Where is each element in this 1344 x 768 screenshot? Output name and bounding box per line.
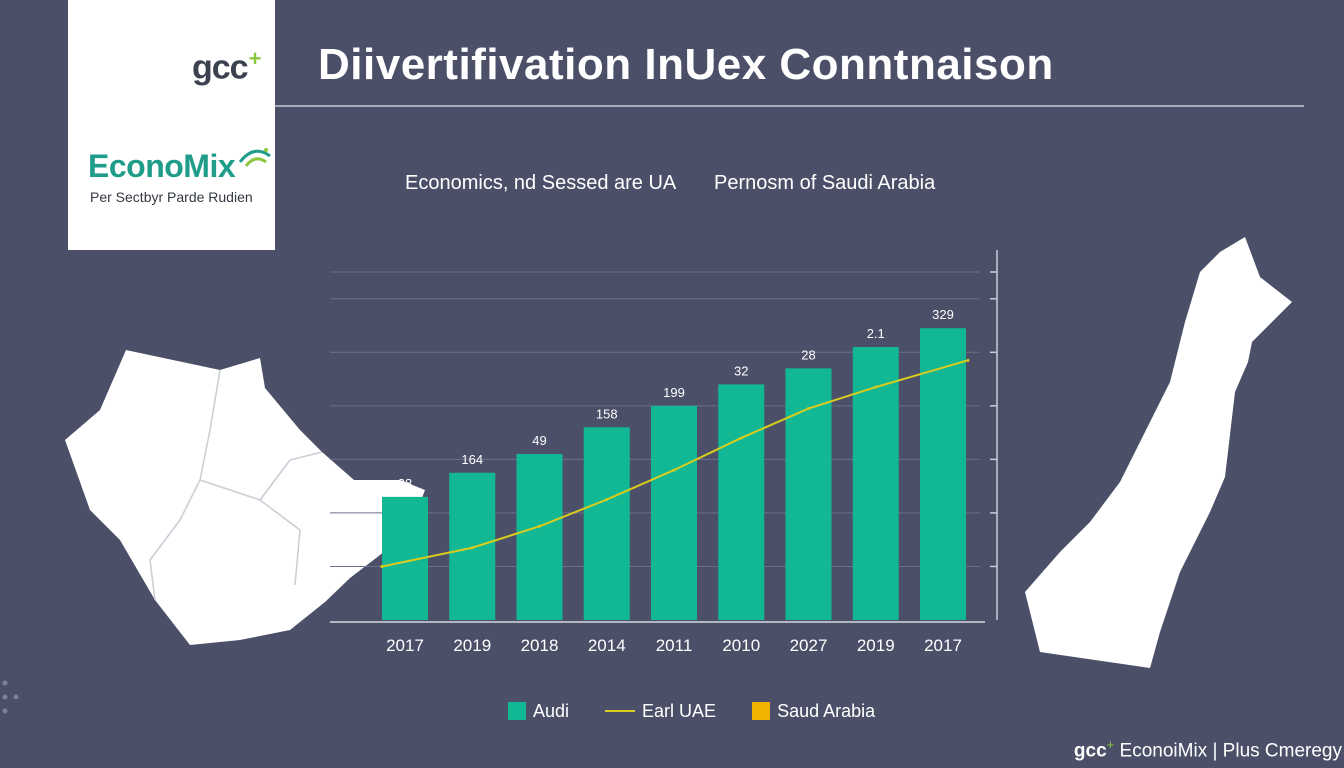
economix-tagline: Per Sectbyr Parde Rudien	[90, 189, 253, 205]
title-divider	[275, 105, 1304, 107]
bar	[718, 384, 765, 620]
line-point	[966, 358, 970, 362]
legend-label: Earl UAE	[642, 700, 717, 721]
x-tick-label: 2019	[453, 636, 491, 655]
x-tick-label: 2018	[521, 636, 559, 655]
legend-item: Saud Arabia	[752, 701, 875, 722]
x-tick-label: 2019	[857, 636, 895, 655]
x-tick-label: 2010	[722, 636, 760, 655]
footer-plus: +	[1106, 736, 1115, 752]
decorative-dots-icon	[2, 680, 19, 714]
legend-item: Earl UAE	[605, 701, 716, 722]
subtitle-left: Economics, nd Sessed are UA	[405, 172, 677, 194]
line-point	[605, 498, 609, 502]
legend-swatch	[605, 710, 636, 712]
x-tick-label: 2011	[656, 636, 693, 655]
economix-logo: EconoMix	[88, 148, 236, 184]
bar-data-label: 164	[461, 452, 483, 467]
gcc-logo: gcc+	[192, 46, 262, 87]
gcc-logo-plus: +	[248, 46, 262, 71]
legend-item: Audi	[508, 701, 569, 722]
bar-data-label: 49	[532, 433, 546, 448]
chart-legend: Audi Earl UAE Saud Arabia	[508, 699, 911, 723]
bar-data-label: 32	[734, 363, 748, 378]
legend-swatch	[508, 702, 526, 720]
legend-label: Audi	[533, 700, 570, 721]
map-left-illustration	[65, 350, 425, 645]
line-point	[538, 524, 541, 528]
map-right-illustration	[1025, 237, 1292, 668]
gcc-logo-text: gcc	[192, 48, 249, 87]
line-point	[672, 468, 676, 472]
footer-brand: gcc+ EconoiMix | Plus Cmeregy	[1074, 737, 1342, 762]
line-point	[874, 385, 878, 389]
bar	[583, 427, 630, 620]
bar-data-label: 329	[932, 307, 954, 322]
legend-label: Saud Arabia	[777, 700, 876, 721]
subtitle-right: Pernosm of Saudi Arabia	[714, 172, 936, 194]
bar-data-label: 199	[663, 385, 685, 400]
x-tick-label: 2017	[386, 636, 424, 655]
x-tick-label: 2017	[924, 636, 962, 655]
x-tick-label: 2027	[790, 636, 828, 655]
bar	[920, 328, 966, 620]
x-tick-label: 2014	[588, 636, 626, 655]
page-title: Diivertifivation InUex Conntnaison	[318, 40, 1054, 89]
brand-panel: gcc+ EconoMix Per Sectbyr Parde Rudien	[68, 0, 275, 250]
legend-swatch	[752, 702, 771, 720]
line-point	[807, 407, 810, 411]
line-point	[380, 564, 384, 568]
footer-text: EconoiMix | Plus Cmeregy	[1119, 740, 1342, 761]
line-point	[739, 436, 743, 440]
bar	[516, 454, 563, 620]
bar-data-label: 2.1	[867, 326, 885, 341]
footer-gcc: gcc	[1073, 740, 1107, 761]
bar	[785, 368, 832, 620]
bar-data-label: 28	[398, 476, 412, 491]
line-point	[470, 546, 474, 550]
bar-data-label: 158	[596, 406, 618, 421]
bar	[651, 405, 697, 620]
bar-data-label: 28	[801, 347, 815, 362]
signal-icon	[238, 148, 271, 167]
